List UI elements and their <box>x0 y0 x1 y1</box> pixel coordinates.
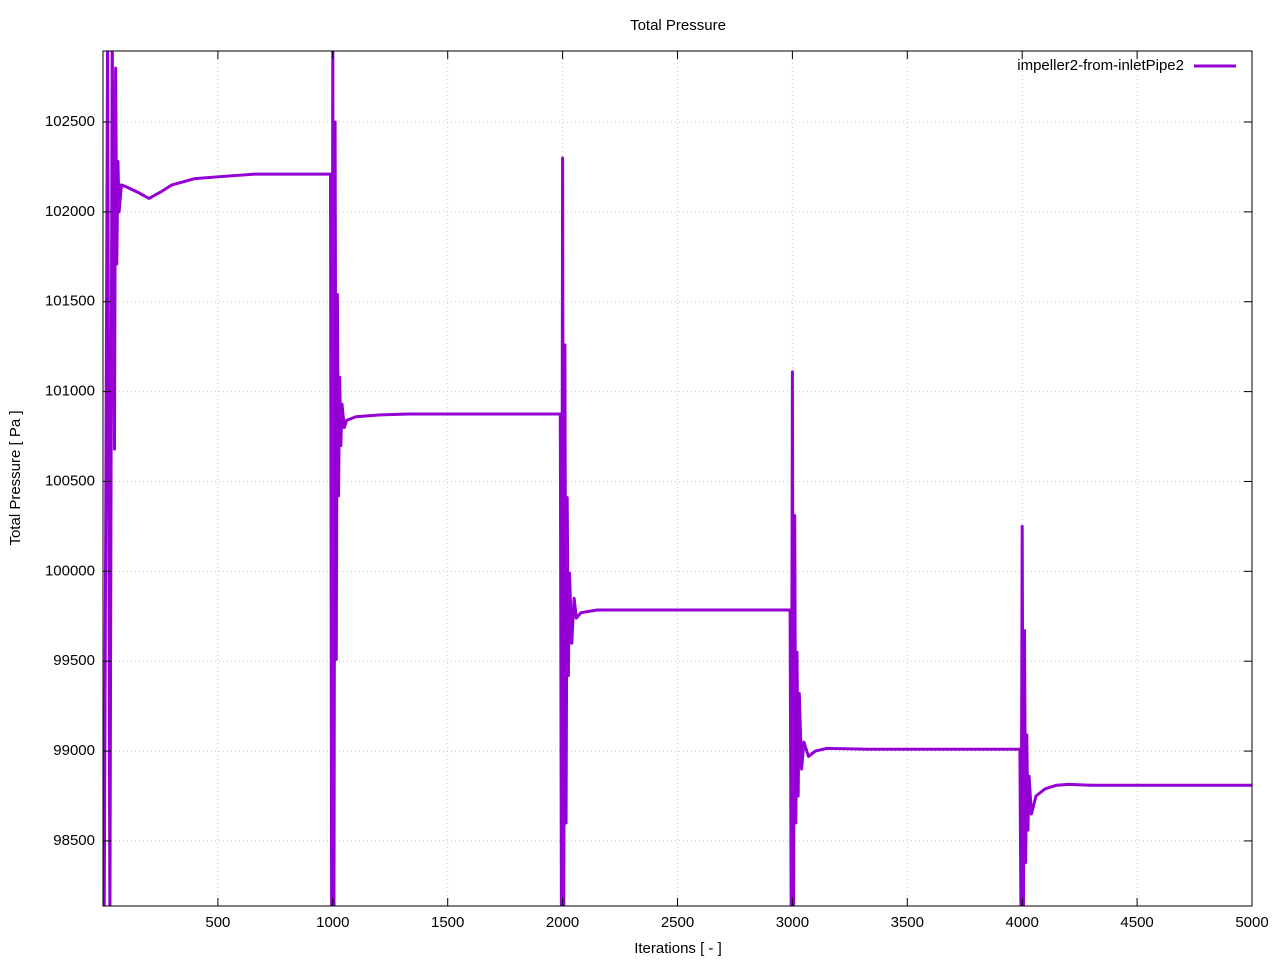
x-tick-label: 3500 <box>891 914 924 931</box>
x-axis-label: Iterations [ - ] <box>634 940 722 957</box>
chart-title: Total Pressure <box>630 17 726 34</box>
y-tick-label: 99000 <box>53 742 95 759</box>
legend-label: impeller2-from-inletPipe2 <box>1017 57 1184 74</box>
x-tick-label: 5000 <box>1235 914 1268 931</box>
x-tick-label: 4000 <box>1006 914 1039 931</box>
y-tick-label: 99500 <box>53 652 95 669</box>
y-tick-label: 98500 <box>53 832 95 849</box>
y-tick-label: 100500 <box>45 472 95 489</box>
x-tick-label: 1000 <box>316 914 349 931</box>
plot-area <box>103 51 1252 906</box>
y-tick-label: 100000 <box>45 562 95 579</box>
y-tick-label: 101500 <box>45 293 95 310</box>
y-axis-label: Total Pressure [ Pa ] <box>7 410 24 545</box>
y-tick-label: 102000 <box>45 203 95 220</box>
x-tick-label: 2500 <box>661 914 694 931</box>
x-tick-label: 4500 <box>1120 914 1153 931</box>
x-tick-label: 1500 <box>431 914 464 931</box>
grid <box>103 51 1253 906</box>
data-line <box>103 51 1252 906</box>
x-tick-label: 3000 <box>776 914 809 931</box>
y-tick-label: 102500 <box>45 113 95 130</box>
x-tick-label: 500 <box>205 914 230 931</box>
y-tick-label: 101000 <box>45 383 95 400</box>
x-tick-label: 2000 <box>546 914 579 931</box>
